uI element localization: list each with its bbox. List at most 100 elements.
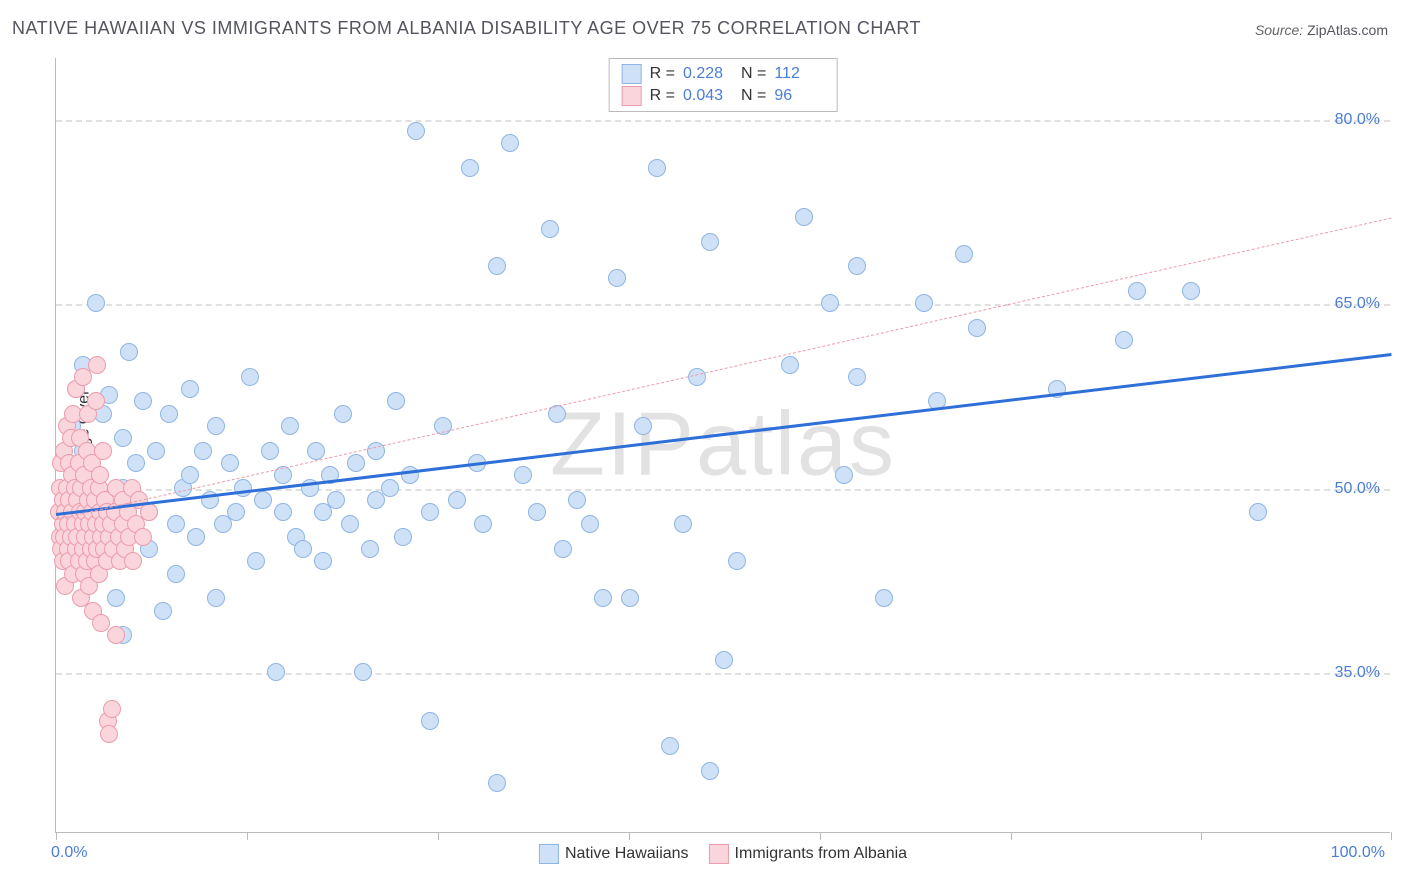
scatter-point <box>134 528 152 546</box>
scatter-point <box>381 479 399 497</box>
scatter-point <box>728 552 746 570</box>
scatter-point <box>848 368 866 386</box>
legend-label-1: Immigrants from Albania <box>735 845 908 863</box>
scatter-point <box>341 515 359 533</box>
gridline-h <box>56 120 1390 122</box>
scatter-point <box>91 466 109 484</box>
scatter-point <box>835 466 853 484</box>
scatter-point <box>394 528 412 546</box>
x-tick <box>629 832 630 840</box>
scatter-point <box>281 417 299 435</box>
plot-area: ZIPatlas R = 0.228 N = 112 R = 0.043 N =… <box>55 58 1390 833</box>
scatter-point <box>140 503 158 521</box>
scatter-point <box>554 540 572 558</box>
scatter-point <box>448 491 466 509</box>
x-tick <box>438 832 439 840</box>
scatter-point <box>194 442 212 460</box>
scatter-point <box>421 503 439 521</box>
y-tick-label: 50.0% <box>1335 480 1380 498</box>
scatter-point <box>634 417 652 435</box>
scatter-point <box>327 491 345 509</box>
scatter-point <box>100 725 118 743</box>
scatter-point <box>541 220 559 238</box>
scatter-point <box>241 368 259 386</box>
scatter-point <box>361 540 379 558</box>
scatter-point <box>688 368 706 386</box>
scatter-point <box>501 134 519 152</box>
scatter-point <box>648 159 666 177</box>
scatter-point <box>461 159 479 177</box>
scatter-point <box>608 269 626 287</box>
scatter-point <box>514 466 532 484</box>
legend-bottom-swatch-0 <box>539 844 559 864</box>
scatter-point <box>127 454 145 472</box>
scatter-point <box>274 503 292 521</box>
scatter-point <box>407 122 425 140</box>
legend-row-series-1: R = 0.043 N = 96 <box>622 85 825 107</box>
scatter-point <box>795 208 813 226</box>
scatter-point <box>181 380 199 398</box>
scatter-point <box>915 294 933 312</box>
scatter-point <box>594 589 612 607</box>
x-tick <box>820 832 821 840</box>
legend-swatch-1 <box>622 86 642 106</box>
legend-series: Native Hawaiians Immigrants from Albania <box>539 844 907 864</box>
n-label-0: N = <box>741 65 766 83</box>
scatter-point <box>87 294 105 312</box>
x-tick <box>247 832 248 840</box>
legend-row-series-0: R = 0.228 N = 112 <box>622 63 825 85</box>
scatter-point <box>94 442 112 460</box>
scatter-point <box>1249 503 1267 521</box>
scatter-point <box>661 737 679 755</box>
scatter-point <box>307 442 325 460</box>
scatter-point <box>181 466 199 484</box>
scatter-point <box>334 405 352 423</box>
source-label: Source: <box>1255 22 1307 38</box>
scatter-point <box>207 589 225 607</box>
legend-bottom-swatch-1 <box>709 844 729 864</box>
scatter-point <box>421 712 439 730</box>
chart-title: NATIVE HAWAIIAN VS IMMIGRANTS FROM ALBAN… <box>12 18 921 39</box>
scatter-point <box>254 491 272 509</box>
scatter-point <box>581 515 599 533</box>
scatter-point <box>107 589 125 607</box>
scatter-point <box>107 626 125 644</box>
trend-line <box>56 218 1391 520</box>
scatter-point <box>955 245 973 263</box>
scatter-point <box>1115 331 1133 349</box>
scatter-point <box>221 454 239 472</box>
source-attribution: Source: ZipAtlas.com <box>1255 22 1388 38</box>
scatter-point <box>568 491 586 509</box>
scatter-point <box>124 552 142 570</box>
scatter-point <box>848 257 866 275</box>
scatter-point <box>134 392 152 410</box>
scatter-point <box>488 774 506 792</box>
gridline-h <box>56 673 1390 675</box>
scatter-point <box>167 515 185 533</box>
x-tick <box>1201 832 1202 840</box>
scatter-point <box>701 233 719 251</box>
scatter-point <box>387 392 405 410</box>
y-tick-label: 80.0% <box>1335 111 1380 129</box>
r-value-1: 0.043 <box>683 87 733 105</box>
legend-swatch-0 <box>622 64 642 84</box>
scatter-point <box>621 589 639 607</box>
x-tick-min: 0.0% <box>51 844 87 862</box>
r-value-0: 0.228 <box>683 65 733 83</box>
scatter-point <box>701 762 719 780</box>
scatter-point <box>88 356 106 374</box>
scatter-point <box>781 356 799 374</box>
scatter-point <box>294 540 312 558</box>
scatter-point <box>120 343 138 361</box>
chart-container: NATIVE HAWAIIAN VS IMMIGRANTS FROM ALBAN… <box>0 0 1406 892</box>
x-tick <box>56 832 57 840</box>
gridline-h <box>56 304 1390 306</box>
legend-item-1: Immigrants from Albania <box>709 844 908 864</box>
r-label-0: R = <box>650 65 675 83</box>
x-tick <box>1391 832 1392 840</box>
n-value-1: 96 <box>774 87 824 105</box>
scatter-point <box>154 602 172 620</box>
n-label-1: N = <box>741 87 766 105</box>
scatter-point <box>528 503 546 521</box>
x-tick-max: 100.0% <box>1331 844 1385 862</box>
